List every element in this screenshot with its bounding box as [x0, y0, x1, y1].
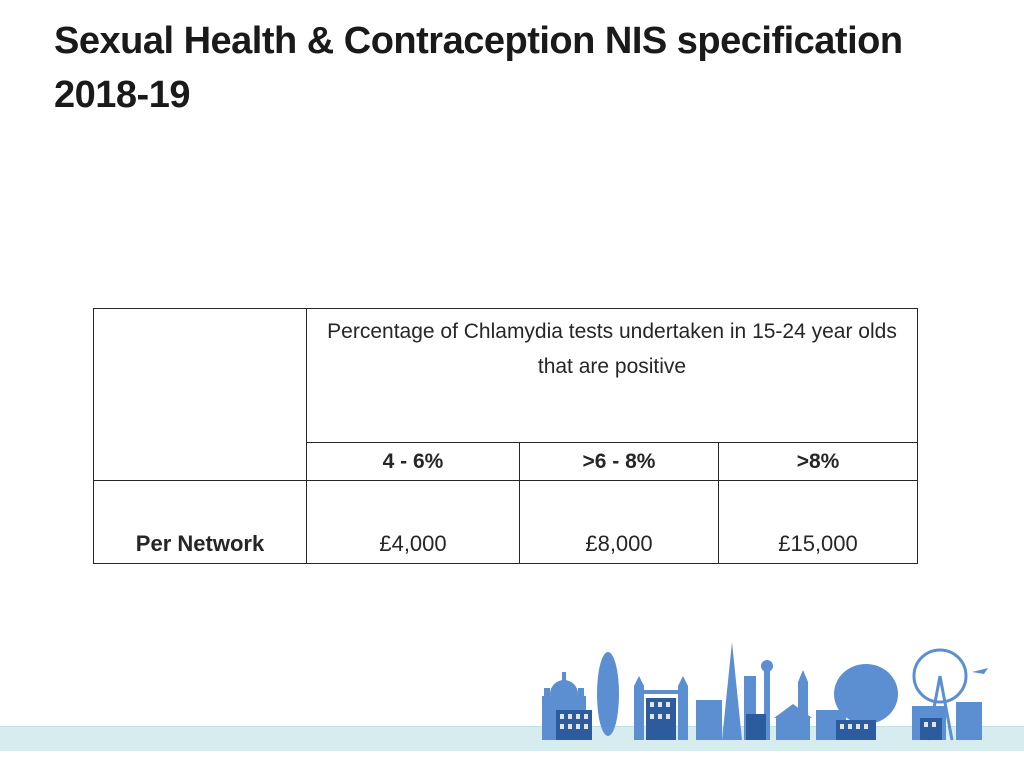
empty-corner-cell [93, 308, 307, 481]
range-header-2: >6 - 8% [519, 442, 719, 481]
row-label-per-network: Per Network [93, 480, 307, 564]
table-row: Per Network £4,000 £8,000 £15,000 [93, 480, 918, 564]
value-cell-1: £4,000 [306, 480, 520, 564]
table-header-text: Percentage of Chlamydia tests undertaken… [327, 320, 897, 378]
slide-title: Sexual Health & Contraception NIS specif… [54, 20, 903, 116]
city-skyline-graphic [542, 642, 988, 741]
range-header-1: 4 - 6% [306, 442, 520, 481]
payment-table: Percentage of Chlamydia tests undertaken… [93, 308, 918, 564]
value-cell-2: £8,000 [519, 480, 719, 564]
payment-table-container: Percentage of Chlamydia tests undertaken… [93, 308, 918, 564]
range-header-3: >8% [718, 442, 918, 481]
table-header-cell: Percentage of Chlamydia tests undertaken… [306, 308, 918, 443]
value-cell-3: £15,000 [718, 480, 918, 564]
